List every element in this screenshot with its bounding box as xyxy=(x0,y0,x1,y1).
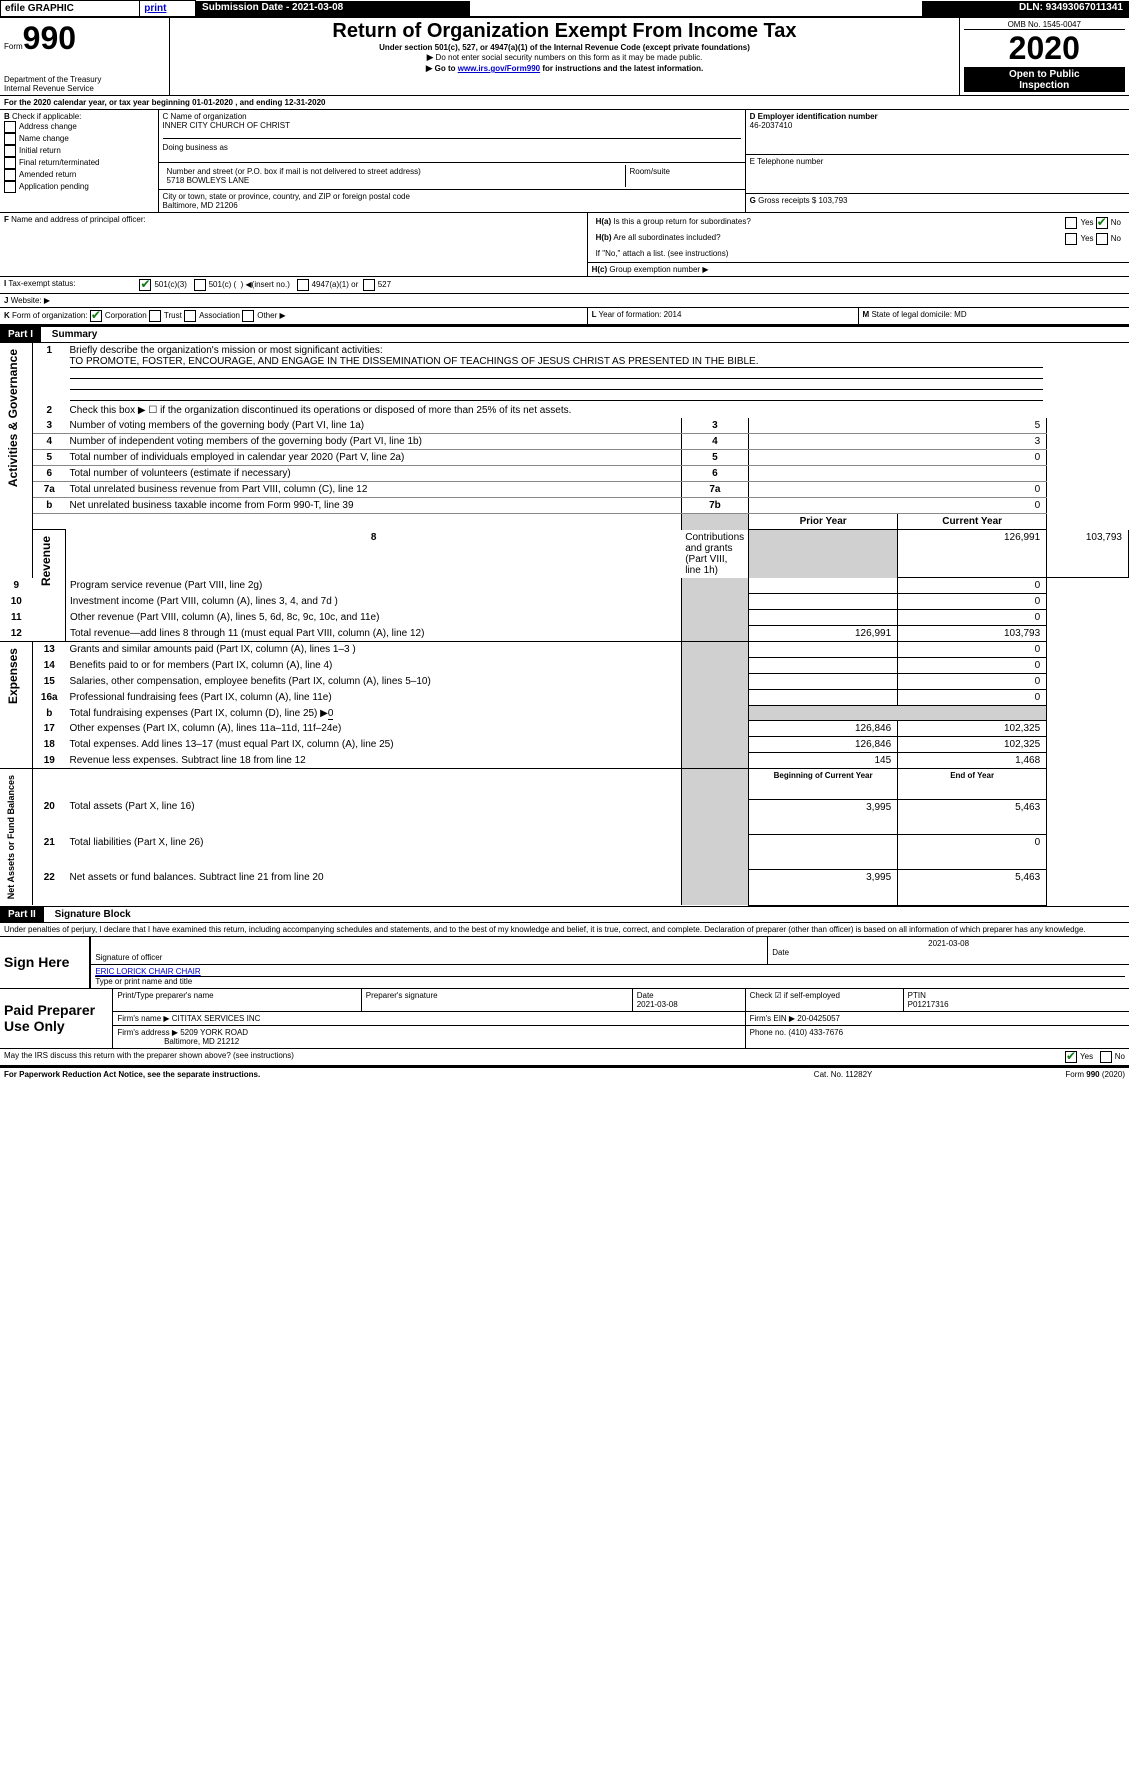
d-label: D Employer identification number xyxy=(750,112,1125,121)
section-fhi: F Name and address of principal officer:… xyxy=(0,213,1129,277)
form-label: Form xyxy=(4,42,23,51)
part2-header: Part II Signature Block xyxy=(0,906,1129,923)
paid-preparer-block: Paid Preparer Use Only Print/Type prepar… xyxy=(0,989,1129,1049)
section-ij: I Tax-exempt status: 501(c)(3) 501(c) ( … xyxy=(0,277,1129,308)
perjury-text: Under penalties of perjury, I declare th… xyxy=(0,923,1129,937)
amended-checkbox[interactable] xyxy=(4,169,16,181)
line-a: For the 2020 calendar year, or tax year … xyxy=(4,98,325,107)
hb-yes-checkbox[interactable] xyxy=(1065,233,1077,245)
form-header: Form990 Department of the Treasury Inter… xyxy=(0,18,1129,96)
ha-no-checkbox[interactable] xyxy=(1096,217,1108,229)
address: 5718 BOWLEYS LANE xyxy=(167,176,621,185)
open-public: Open to Public xyxy=(1009,69,1080,80)
form-number: 990 xyxy=(23,20,76,56)
rev-label: Revenue xyxy=(37,532,55,590)
c-label: C Name of organization xyxy=(163,112,741,121)
discuss-row: May the IRS discuss this return with the… xyxy=(0,1049,1129,1068)
gross-receipts: Gross receipts $ 103,793 xyxy=(758,196,847,205)
dept-label: Department of the Treasury xyxy=(4,75,165,84)
discuss-no-checkbox[interactable] xyxy=(1100,1051,1112,1063)
room-label: Room/suite xyxy=(625,165,741,187)
section-klm: K Form of organization: Corporation Trus… xyxy=(0,308,1129,327)
inspection: Inspection xyxy=(1019,80,1069,91)
527-checkbox[interactable] xyxy=(363,279,375,291)
assoc-checkbox[interactable] xyxy=(184,310,196,322)
efile-label: efile GRAPHIC xyxy=(1,1,140,18)
hb-no-checkbox[interactable] xyxy=(1096,233,1108,245)
initial-return-checkbox[interactable] xyxy=(4,145,16,157)
section-bcdefg: B Check if applicable: Address change Na… xyxy=(0,110,1129,213)
addr-label: Number and street (or P.O. box if mail i… xyxy=(167,167,621,176)
gov-label: Activities & Governance xyxy=(4,345,22,491)
ein: 46-2037410 xyxy=(750,121,1125,130)
print-button[interactable]: print xyxy=(140,1,196,18)
form-title: Return of Organization Exempt From Incom… xyxy=(174,20,954,43)
ha-yes-checkbox[interactable] xyxy=(1065,217,1077,229)
irs-label: Internal Revenue Service xyxy=(4,84,165,93)
name-change-checkbox[interactable] xyxy=(4,133,16,145)
part1-header: Part I Summary xyxy=(0,327,1129,343)
sign-here-block: Sign Here Signature of officer 2021-03-0… xyxy=(0,937,1129,989)
tax-year: 2020 xyxy=(964,30,1125,68)
addr-change-checkbox[interactable] xyxy=(4,121,16,133)
exp-label: Expenses xyxy=(4,644,22,708)
irs-link[interactable]: www.irs.gov/Form990 xyxy=(458,64,540,73)
part1-table: Activities & Governance 1 Briefly descri… xyxy=(0,343,1129,906)
final-return-checkbox[interactable] xyxy=(4,157,16,169)
top-bar: efile GRAPHIC print Submission Date - 20… xyxy=(0,0,1129,18)
corp-checkbox[interactable] xyxy=(90,310,102,322)
city: Baltimore, MD 21206 xyxy=(163,201,741,210)
net-label: Net Assets or Fund Balances xyxy=(4,771,18,903)
city-label: City or town, state or province, country… xyxy=(163,192,741,201)
dba-label: Doing business as xyxy=(163,138,741,152)
501c3-checkbox[interactable] xyxy=(139,279,151,291)
officer-name: ERIC LORICK CHAIR CHAIR xyxy=(95,967,1125,976)
501c-checkbox[interactable] xyxy=(194,279,206,291)
form-subtitle: Under section 501(c), 527, or 4947(a)(1)… xyxy=(174,43,954,52)
e-label: E Telephone number xyxy=(750,157,1125,166)
app-pending-checkbox[interactable] xyxy=(4,181,16,193)
f-text: Name and address of principal officer: xyxy=(11,215,146,224)
discuss-yes-checkbox[interactable] xyxy=(1065,1051,1077,1063)
dln: DLN: 93493067011341 xyxy=(922,1,1129,18)
trust-checkbox[interactable] xyxy=(149,310,161,322)
4947-checkbox[interactable] xyxy=(297,279,309,291)
org-name: INNER CITY CHURCH OF CHRIST xyxy=(163,121,741,130)
omb: OMB No. 1545-0047 xyxy=(964,20,1125,30)
other-checkbox[interactable] xyxy=(242,310,254,322)
note-ssn: Do not enter social security numbers on … xyxy=(436,53,703,62)
footer: For Paperwork Reduction Act Notice, see … xyxy=(0,1068,1129,1081)
mission: TO PROMOTE, FOSTER, ENCOURAGE, AND ENGAG… xyxy=(70,356,1043,368)
submission-date: Submission Date - 2021-03-08 xyxy=(196,1,471,18)
